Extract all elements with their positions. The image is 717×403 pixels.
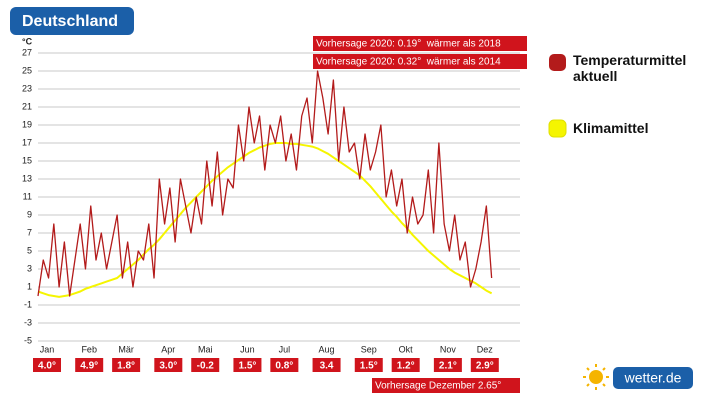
month-value-box xyxy=(191,358,220,372)
x-tick-label: Jul xyxy=(279,344,291,354)
x-tick-label: Mär xyxy=(118,344,134,354)
month-value: 3.4 xyxy=(320,361,334,372)
x-tick-label: Okt xyxy=(399,344,414,354)
month-value-box xyxy=(433,358,462,372)
month-value-box xyxy=(270,358,299,372)
annotation: Vorhersage 2020: 0.19° wärmer als 2018 xyxy=(316,39,501,50)
month-value-box xyxy=(112,358,141,372)
brand-box xyxy=(613,367,693,389)
month-value-box xyxy=(233,358,262,372)
brand: wetter.de xyxy=(624,370,682,386)
y-tick-label: 1 xyxy=(27,281,32,291)
month-value-box xyxy=(354,358,383,372)
title-box xyxy=(10,7,134,35)
x-tick-label: Mai xyxy=(198,344,213,354)
x-tick-label: Feb xyxy=(81,344,97,354)
month-value-box xyxy=(154,358,183,372)
sun-icon xyxy=(583,364,609,390)
x-tick-label: Jan xyxy=(40,344,55,354)
y-tick-label: 19 xyxy=(22,119,32,129)
month-value-box xyxy=(470,358,499,372)
y-tick-label: 25 xyxy=(22,65,32,75)
y-tick-label: 3 xyxy=(27,263,32,273)
y-unit: °C xyxy=(22,36,33,46)
month-value: 1.2° xyxy=(397,361,415,372)
month-value-box xyxy=(312,358,341,372)
y-tick-label: 5 xyxy=(27,245,32,255)
y-tick-label: 27 xyxy=(22,47,32,57)
annotation-box xyxy=(372,378,520,393)
x-tick-label: Nov xyxy=(440,344,457,354)
legend-label: Klimamittel xyxy=(573,120,649,136)
month-value: 4.9° xyxy=(80,361,98,372)
month-value-box xyxy=(391,358,420,372)
x-tick-label: Dez xyxy=(477,344,494,354)
x-tick-label: Apr xyxy=(161,344,175,354)
annotation: Vorhersage Dezember 2.65° xyxy=(375,381,501,392)
legend-swatch xyxy=(549,54,566,71)
annotation: Vorhersage 2020: 0.32° wärmer als 2014 xyxy=(316,57,501,68)
month-value: 2.9° xyxy=(476,361,494,372)
y-tick-label: -5 xyxy=(24,335,32,345)
series-line xyxy=(37,142,493,298)
month-value: 0.8° xyxy=(275,361,293,372)
month-value-box xyxy=(33,358,61,372)
y-tick-label: 11 xyxy=(23,191,32,201)
month-value: 1.5° xyxy=(238,361,256,372)
month-value: 4.0° xyxy=(38,361,56,372)
y-tick-label: 23 xyxy=(22,83,32,93)
month-value: 1.8° xyxy=(117,361,135,372)
month-value-box xyxy=(75,358,104,372)
legend-label: Temperaturmittel aktuell xyxy=(573,52,687,84)
y-tick-label: 13 xyxy=(22,173,32,183)
month-value: 2.1° xyxy=(439,361,457,372)
y-tick-label: 21 xyxy=(22,101,32,111)
annotation-box xyxy=(313,36,527,51)
x-tick-label: Aug xyxy=(319,344,335,354)
x-tick-label: Sep xyxy=(361,344,377,354)
y-tick-label: 7 xyxy=(27,227,32,237)
chart-title: Deutschland xyxy=(22,13,118,30)
annotation-box xyxy=(313,54,527,69)
y-tick-label: 9 xyxy=(27,209,32,219)
y-tick-label: 17 xyxy=(22,137,32,147)
y-tick-label: -3 xyxy=(24,317,32,327)
month-value: -0.2 xyxy=(197,361,215,372)
legend-swatch xyxy=(548,119,567,138)
month-value: 1.5° xyxy=(360,361,378,372)
month-value: 3.0° xyxy=(159,361,177,372)
series-line xyxy=(37,70,493,297)
x-tick-label: Jun xyxy=(240,344,255,354)
y-tick-label: 15 xyxy=(22,155,32,165)
y-tick-label: -1 xyxy=(24,299,32,309)
